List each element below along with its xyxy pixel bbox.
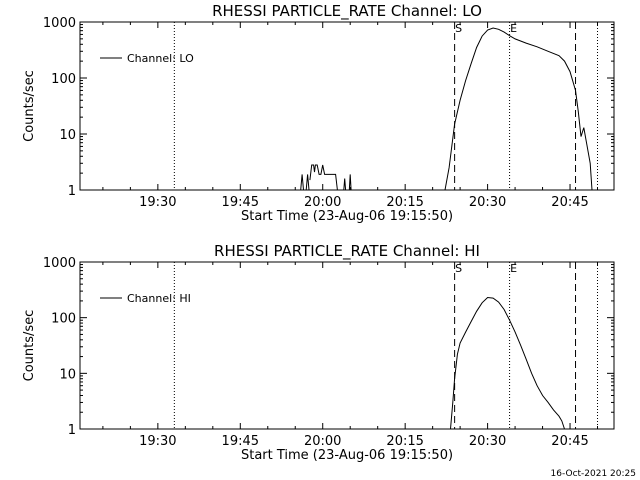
y-tick-label: 10 <box>59 128 76 143</box>
series-line <box>305 174 310 191</box>
y-tick-label: 10 <box>59 367 76 382</box>
x-tick-label: 20:00 <box>304 434 341 449</box>
chart-title: RHESSI PARTICLE_RATE Channel: HI <box>214 242 480 261</box>
y-tick-label: 100 <box>51 312 76 327</box>
x-tick-label: 20:45 <box>551 195 588 210</box>
y-tick-label: 1000 <box>43 256 76 271</box>
series-line <box>300 174 304 191</box>
x-tick-label: 19:30 <box>139 434 176 449</box>
marker-label: S <box>455 262 462 275</box>
x-tick-label: 20:45 <box>551 434 588 449</box>
x-tick-label: 20:15 <box>386 195 423 210</box>
chart-panel-lo: RHESSI PARTICLE_RATE Channel: LOS E 19:30 1… <box>22 2 615 224</box>
series-line <box>444 27 593 191</box>
y-tick-label: 100 <box>51 72 76 87</box>
x-tick-label: 20:15 <box>386 434 423 449</box>
legend-entry: Channel: LO <box>127 52 194 65</box>
series-line <box>450 296 565 430</box>
plot-frame <box>79 21 615 191</box>
chart-panel-hi: RHESSI PARTICLE_RATE Channel: HIS E 19:30 1… <box>22 242 615 463</box>
marker-label: E <box>510 262 517 275</box>
x-tick-label: 20:00 <box>304 195 341 210</box>
y-tick-label: 1 <box>68 184 76 199</box>
x-tick-label: 19:45 <box>222 434 259 449</box>
legend-entry: Channel: HI <box>127 292 191 305</box>
y-tick-label: 1 <box>68 423 76 438</box>
footer-timestamp: 16-Oct-2021 20:25 <box>551 469 636 479</box>
x-tick-label: 20:30 <box>469 195 506 210</box>
y-axis-label: Counts/sec <box>22 310 37 382</box>
x-tick-label: 20:30 <box>469 434 506 449</box>
plot-frame <box>79 261 615 430</box>
x-tick-label: 19:30 <box>139 195 176 210</box>
x-axis-label: Start Time (23-Aug-06 19:15:50) <box>241 209 453 224</box>
series-line <box>348 174 352 191</box>
x-tick-label: 19:45 <box>222 195 259 210</box>
x-axis-label: Start Time (23-Aug-06 19:15:50) <box>241 448 453 463</box>
chart-title: RHESSI PARTICLE_RATE Channel: LO <box>212 2 482 21</box>
y-tick-label: 1000 <box>43 16 76 31</box>
series-line <box>309 164 338 191</box>
marker-label: S <box>455 22 462 35</box>
series-line <box>343 178 347 191</box>
y-axis-label: Counts/sec <box>22 70 37 142</box>
marker-label: E <box>510 22 517 35</box>
